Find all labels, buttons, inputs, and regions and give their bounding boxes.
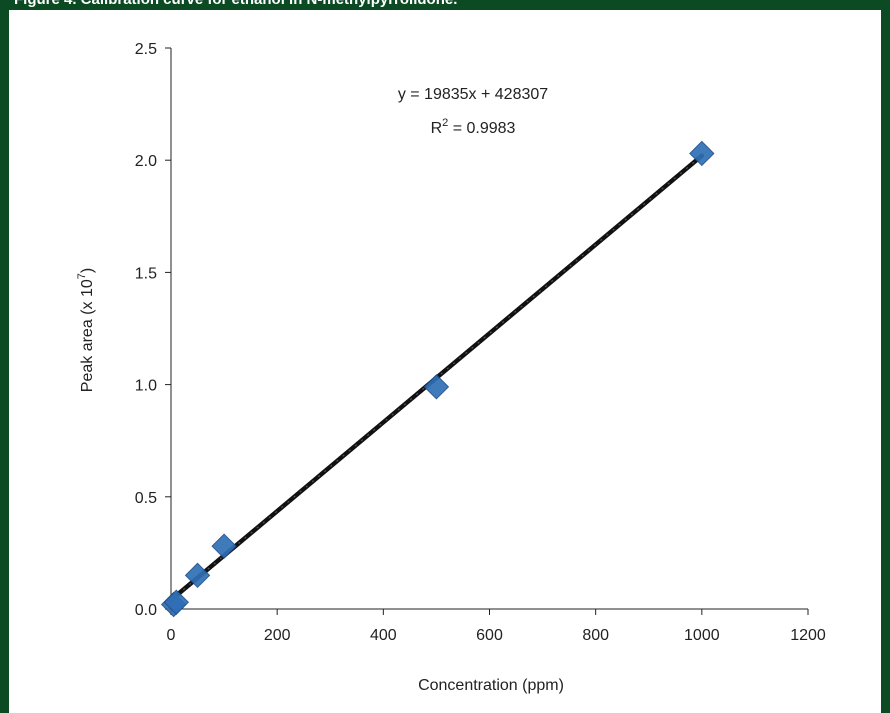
x-tick-label: 200 (264, 627, 291, 644)
x-tick-label: 600 (476, 627, 503, 644)
y-axis-title: Peak area (x 107) (76, 268, 96, 392)
r-squared-prefix: R (431, 120, 443, 137)
x-tick-label: 800 (582, 627, 609, 644)
data-points-group (160, 140, 715, 618)
y-tick-label: 2.5 (135, 41, 157, 58)
regression-equation: y = 19835x + 428307 (398, 86, 548, 103)
r-squared-superscript: 2 (442, 117, 448, 129)
x-tick-label: 0 (167, 627, 176, 644)
x-tick-label: 1200 (790, 627, 826, 644)
data-point-marker (163, 589, 190, 615)
chart-axes: 0 200 400 600 800 1000 1200 0.0 0.5 1.0 1.5 2.0 2.5 (135, 41, 826, 644)
data-point-marker (211, 533, 237, 559)
trendline-texture (170, 155, 703, 601)
y-tick-label: 1.0 (135, 378, 157, 395)
y-axis-title-end: ) (79, 268, 96, 273)
y-tick-label: 2.0 (135, 153, 157, 170)
data-point-marker (423, 374, 450, 400)
r-squared-label: R2 = 0.9983 (431, 117, 516, 137)
figure-header-bar: Figure 4. Calibration curve for ethanol … (0, 0, 890, 10)
y-tick-label: 0.5 (135, 490, 157, 507)
y-axis-title-superscript: 7 (76, 273, 88, 279)
x-axis-title: Concentration (ppm) (418, 677, 564, 694)
y-tick-label: 0.0 (135, 602, 157, 619)
figure-title: Figure 4. Calibration curve for ethanol … (14, 0, 457, 8)
x-tick-label: 1000 (684, 627, 720, 644)
y-tick-label: 1.5 (135, 265, 157, 282)
y-axis-title-main: Peak area (x 10 (79, 279, 96, 392)
r-squared-value: = 0.9983 (448, 120, 515, 137)
data-point-marker (184, 562, 211, 589)
x-tick-label: 400 (370, 627, 397, 644)
data-point-marker (689, 140, 715, 167)
